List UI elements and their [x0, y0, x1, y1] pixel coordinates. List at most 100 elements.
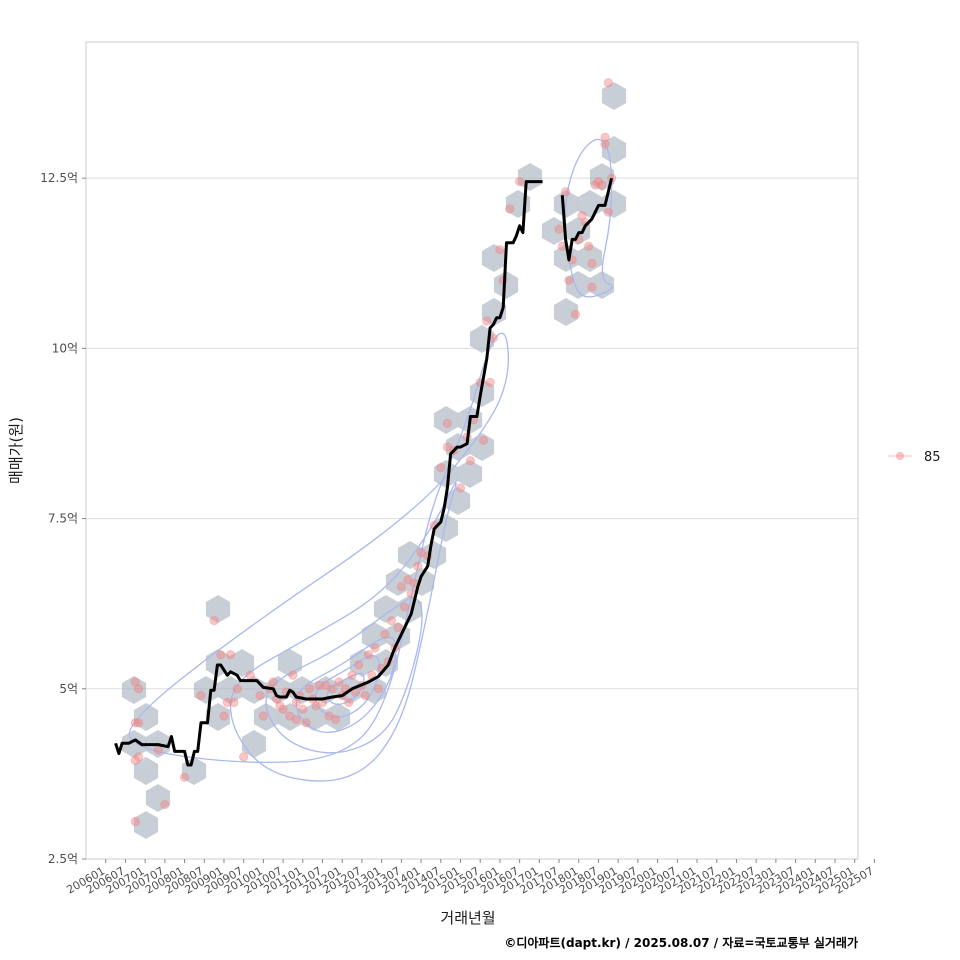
data-point: [593, 176, 604, 187]
trend-line-layer: [114, 177, 614, 767]
hexbin-cell: [397, 541, 423, 569]
data-point: [436, 462, 446, 473]
data-point: [482, 316, 492, 326]
density-contours: [128, 138, 613, 782]
data-point: [291, 714, 301, 725]
data-point: [360, 690, 370, 701]
data-point: [258, 711, 269, 721]
hexbin-cell: [433, 460, 459, 488]
data-point: [442, 418, 453, 428]
data-point: [583, 241, 594, 251]
y-tick-label: 5억: [59, 682, 78, 696]
hexbin-cell: [553, 244, 579, 272]
hexbin-cell: [553, 298, 579, 326]
x-axis-title: 거래년월: [440, 909, 495, 927]
y-axis-title: 매매가(원): [7, 417, 25, 484]
hexbin-cell: [133, 703, 159, 731]
data-point: [288, 670, 298, 680]
legend-label: 85: [924, 450, 941, 465]
data-point: [330, 714, 341, 725]
hexbin-cell: [541, 217, 567, 245]
data-point: [478, 435, 489, 445]
legend-key-point: [895, 451, 905, 461]
hexbin-cell: [217, 676, 243, 704]
hexbin-cell: [577, 244, 603, 272]
data-point: [179, 772, 190, 782]
data-point: [284, 711, 295, 721]
data-point: [153, 745, 163, 755]
data-point: [380, 629, 390, 640]
legend[interactable]: 85: [888, 450, 941, 465]
contour-main-2: [229, 482, 457, 782]
data-point: [225, 650, 236, 660]
data-point: [298, 704, 308, 714]
data-point: [399, 602, 410, 612]
data-point: [278, 704, 288, 714]
hexbin-cell: [205, 703, 231, 731]
data-point: [396, 581, 407, 592]
data-point: [327, 684, 338, 694]
data-point: [209, 616, 219, 626]
hexbin-cell: [133, 811, 159, 839]
contour-main-5: [314, 654, 381, 718]
data-point: [597, 180, 607, 190]
data-point: [373, 684, 384, 694]
hexbin-cell: [193, 676, 219, 704]
data-point: [130, 677, 140, 687]
data-point: [347, 670, 357, 680]
data-point: [587, 258, 597, 268]
data-point: [603, 207, 614, 217]
contour-main-6: [326, 672, 365, 706]
contour-main-outer: [128, 332, 509, 763]
data-point: [324, 711, 334, 721]
hexbin-cell: [457, 460, 483, 488]
hexbin-cell: [589, 163, 615, 191]
data-point: [386, 616, 397, 626]
data-point: [268, 677, 278, 687]
contour-main-4: [295, 636, 397, 734]
data-point: [564, 275, 574, 285]
hexbin-cell: [253, 703, 279, 731]
data-point: [215, 650, 226, 660]
data-point: [255, 690, 265, 701]
data-point: [560, 187, 571, 197]
hexbin-cell: [445, 487, 471, 515]
data-point: [130, 816, 140, 827]
data-point: [219, 711, 229, 721]
data-point: [229, 697, 239, 708]
data-point: [304, 684, 315, 694]
hexbin-cell: [121, 676, 147, 704]
data-point: [334, 677, 344, 687]
data-point: [587, 282, 597, 292]
data-point: [133, 752, 144, 762]
data-point: [403, 575, 413, 585]
data-point: [495, 244, 505, 255]
data-point: [130, 718, 140, 728]
hexbin-cell: [133, 757, 159, 785]
hexbin-cell: [517, 163, 543, 191]
data-point: [416, 547, 426, 558]
hexbin-cell: [121, 730, 147, 758]
data-point: [455, 483, 466, 493]
data-point: [600, 132, 610, 143]
data-point: [514, 176, 525, 187]
scatter-points: [130, 78, 617, 827]
data-point: [370, 643, 380, 653]
data-point: [245, 670, 255, 680]
data-point: [554, 224, 564, 234]
trend-line: [560, 177, 614, 262]
data-point: [600, 139, 610, 149]
data-point: [196, 690, 206, 701]
hexbin-cell: [229, 649, 255, 677]
hexbin-cell: [205, 595, 231, 623]
y-axis: 2.5억 5억 7.5억 10억 12.5억: [40, 171, 86, 866]
y-tick-label: 7.5억: [48, 512, 78, 526]
hexbin-cell: [481, 244, 507, 272]
hexbin-cell: [589, 271, 615, 299]
data-point: [275, 701, 285, 711]
data-point: [344, 697, 354, 708]
hexbin-cell: [277, 703, 303, 731]
hexbin-cell: [565, 271, 591, 299]
data-point: [465, 456, 476, 466]
